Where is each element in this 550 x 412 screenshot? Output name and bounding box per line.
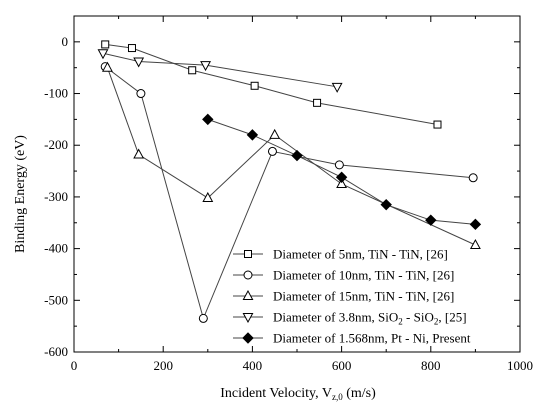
y-axis-title: Binding Energy (eV) bbox=[13, 135, 28, 253]
data-point bbox=[250, 81, 259, 90]
data-point bbox=[102, 61, 113, 72]
y-tick-label: -300 bbox=[44, 189, 68, 204]
series-line bbox=[104, 66, 474, 320]
legend-label: Diameter of 15nm, TiN - TiN, [26] bbox=[273, 289, 454, 304]
data-point bbox=[469, 238, 481, 249]
data-point bbox=[200, 61, 212, 72]
y-tick-label: -200 bbox=[44, 137, 68, 152]
data-series bbox=[97, 40, 482, 323]
data-point bbox=[334, 160, 344, 170]
x-tick-label: 1000 bbox=[507, 358, 533, 373]
series-line bbox=[105, 43, 438, 126]
data-point bbox=[380, 198, 392, 211]
data-point bbox=[136, 89, 146, 99]
legend-marker bbox=[243, 270, 253, 280]
x-tick-label: 600 bbox=[332, 358, 352, 373]
data-point bbox=[127, 44, 136, 53]
y-tick-label: 0 bbox=[62, 34, 69, 49]
y-tick-label: -400 bbox=[44, 241, 68, 256]
series-4 bbox=[97, 49, 343, 93]
data-point bbox=[313, 98, 322, 107]
x-axis-title-sub: z,0 bbox=[332, 392, 343, 402]
series-3 bbox=[102, 61, 481, 249]
x-tick-label: 200 bbox=[153, 358, 173, 373]
x-axis-title: Incident Velocity, Vz,0 (m/s) bbox=[220, 386, 376, 402]
data-point bbox=[267, 146, 277, 156]
data-point bbox=[336, 177, 348, 188]
data-point bbox=[269, 128, 281, 139]
legend-marker bbox=[242, 332, 254, 344]
y-tick-label: -600 bbox=[44, 344, 68, 359]
data-point bbox=[335, 171, 348, 183]
data-point bbox=[188, 66, 197, 75]
series-1 bbox=[101, 40, 442, 129]
x-axis-title-unit: (m/s) bbox=[343, 386, 376, 401]
data-point bbox=[425, 214, 437, 226]
x-tick-label: 0 bbox=[71, 358, 78, 373]
legend-marker bbox=[244, 250, 252, 258]
series-line bbox=[102, 52, 338, 88]
legend-label: Diameter of 3.8nm, SiO2 - SiO2, [25] bbox=[273, 310, 467, 327]
axis-ticks: 0 200 400 600 800 1000 0 -100 -200 -300 -400 -500 -6… bbox=[44, 16, 533, 373]
data-point bbox=[133, 57, 145, 68]
data-point bbox=[101, 40, 110, 49]
legend-label: Diameter of 1.568nm, Pt - Ni, Present bbox=[273, 331, 471, 346]
data-point bbox=[291, 149, 303, 162]
series-5 bbox=[202, 113, 482, 231]
legend-marker bbox=[242, 289, 254, 300]
legend-label: Diameter of 5nm, TiN - TiN, [26] bbox=[273, 247, 448, 262]
data-point bbox=[198, 313, 208, 323]
data-point bbox=[469, 218, 482, 231]
y-tick-label: -500 bbox=[44, 292, 68, 307]
data-point bbox=[433, 120, 442, 129]
legend: Diameter of 5nm, TiN - TiN, [26] Diameter… bbox=[233, 247, 471, 346]
legend-marker bbox=[242, 313, 254, 324]
data-point bbox=[133, 148, 145, 159]
data-point bbox=[202, 113, 214, 126]
series-2 bbox=[100, 62, 478, 323]
y-tick-label: -100 bbox=[44, 86, 68, 101]
x-axis-title-main: Incident Velocity, V bbox=[220, 386, 332, 401]
data-point bbox=[202, 191, 214, 202]
data-point bbox=[468, 173, 478, 183]
data-point bbox=[331, 82, 343, 93]
x-tick-label: 400 bbox=[243, 358, 263, 373]
data-point bbox=[246, 129, 259, 141]
series-line bbox=[106, 67, 476, 246]
legend-label: Diameter of 10nm, TiN - TiN, [26] bbox=[273, 268, 454, 283]
data-point bbox=[97, 49, 109, 60]
x-tick-label: 800 bbox=[421, 358, 441, 373]
